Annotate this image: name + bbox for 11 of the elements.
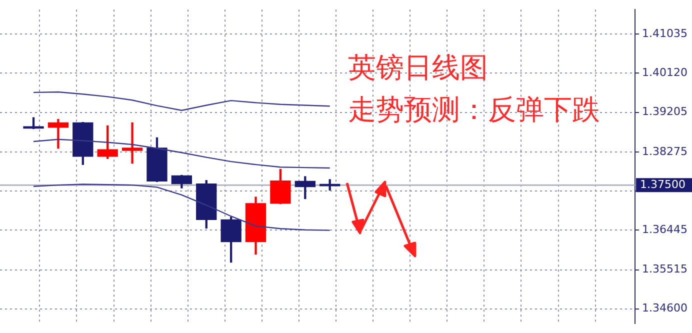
y-tick-label: 1.38275 [642,144,688,158]
candlestick [122,122,143,164]
text: 走势预测：反弹下跌 [348,93,600,126]
ref-line-label: 1.37500 [640,178,686,191]
y-tick-label: 1.39205 [642,105,688,118]
y-tick-label: 1.36445 [642,222,688,236]
y-tick-label: 1.41035 [642,27,688,40]
y-tick-label: 1.40120 [642,66,688,80]
y-tick-label: 1.34600 [642,302,688,315]
y-tick-label: 1.35515 [642,262,688,276]
text: 英镑日线图 [348,51,488,84]
